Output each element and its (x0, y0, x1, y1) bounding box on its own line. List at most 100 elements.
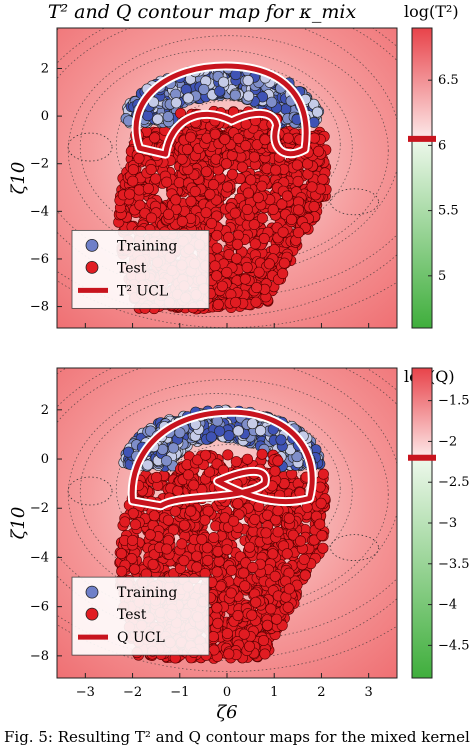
test-point (249, 238, 261, 250)
test-point (232, 609, 244, 621)
test-point (317, 468, 329, 480)
test-point (178, 519, 190, 531)
training-point (205, 431, 217, 443)
test-point (239, 273, 251, 285)
test-point (181, 143, 193, 155)
y-axis-label: ζ10 (8, 162, 29, 195)
test-point (229, 207, 241, 219)
training-point (161, 455, 173, 467)
training-point (275, 434, 287, 446)
test-point (213, 555, 225, 567)
test-point (281, 548, 293, 560)
test-point (298, 553, 310, 565)
colorbar-tick-label: −2.5 (438, 475, 470, 490)
x-tick-label: 0 (223, 685, 231, 700)
test-point (317, 542, 329, 554)
colorbar-lower (412, 138, 432, 328)
test-point (209, 260, 221, 272)
test-point (238, 628, 250, 640)
test-point (220, 158, 232, 170)
test-point (189, 185, 201, 197)
test-point (270, 514, 282, 526)
x-tick-label: −3 (76, 685, 95, 700)
training-point (246, 418, 258, 430)
test-point (277, 267, 289, 279)
test-point (272, 455, 284, 467)
test-point (161, 176, 173, 188)
ucl-contour (129, 409, 315, 509)
test-point (283, 512, 295, 524)
test-point (221, 266, 233, 278)
test-point (248, 219, 260, 231)
test-point (149, 132, 161, 144)
test-point (127, 507, 139, 519)
colorbar-tick-label: 5.5 (438, 204, 459, 219)
test-point (313, 145, 325, 157)
colorbar-tick-label: 6.5 (438, 73, 459, 88)
y-tick-label: −2 (30, 501, 49, 516)
test-point (211, 229, 223, 241)
training-point (255, 425, 267, 437)
legend-training-label: Training (117, 585, 177, 601)
test-point (162, 514, 174, 526)
training-point (198, 83, 210, 95)
training-point (168, 442, 180, 454)
test-point (287, 529, 299, 541)
y-tick-label: 0 (41, 452, 49, 467)
legend-training-label: Training (117, 238, 177, 254)
plot-area-0 (57, 28, 397, 328)
test-point (161, 543, 173, 555)
colorbar-tick-label: −4 (438, 598, 457, 613)
test-point (200, 207, 212, 219)
y-tick-label: −6 (30, 600, 49, 615)
test-point (270, 164, 282, 176)
test-point (223, 231, 235, 243)
legend-test-marker (85, 607, 99, 621)
test-point (216, 280, 228, 292)
test-point (147, 558, 159, 570)
training-point (162, 111, 174, 123)
x-tick-label: −2 (123, 685, 142, 700)
colorbar-top-label: log(T²) (404, 2, 459, 21)
test-point (172, 485, 184, 497)
training-point (142, 459, 154, 471)
x-tick-label: 3 (365, 685, 373, 700)
training-point (291, 451, 303, 463)
test-point (144, 529, 156, 541)
test-point (232, 498, 244, 510)
x-tick-label: 1 (270, 685, 278, 700)
test-point (211, 270, 223, 282)
test-point (176, 215, 188, 227)
test-point (176, 153, 188, 165)
test-point (256, 180, 268, 192)
training-point (170, 97, 182, 109)
training-point (218, 76, 230, 88)
test-point (185, 195, 197, 207)
test-point (211, 242, 223, 254)
test-point (188, 479, 200, 491)
test-point (285, 214, 297, 226)
test-point (196, 533, 208, 545)
test-point (308, 201, 320, 213)
test-point (292, 227, 304, 239)
test-point (230, 296, 242, 308)
test-point (246, 609, 258, 621)
test-point (242, 453, 254, 465)
contour-line (67, 476, 113, 506)
training-point (266, 96, 278, 108)
test-point (240, 140, 252, 152)
colorbar-upper (412, 28, 432, 139)
test-point (272, 526, 284, 538)
test-point (282, 132, 294, 144)
test-point (231, 238, 243, 250)
test-point (202, 554, 214, 566)
legend-training-marker (85, 585, 99, 599)
test-point (232, 133, 244, 145)
test-point (185, 505, 197, 517)
test-point (116, 565, 128, 577)
test-point (204, 188, 216, 200)
test-point (251, 282, 263, 294)
x-tick-label: 2 (317, 685, 325, 700)
test-point (176, 538, 188, 550)
test-point (250, 596, 262, 608)
